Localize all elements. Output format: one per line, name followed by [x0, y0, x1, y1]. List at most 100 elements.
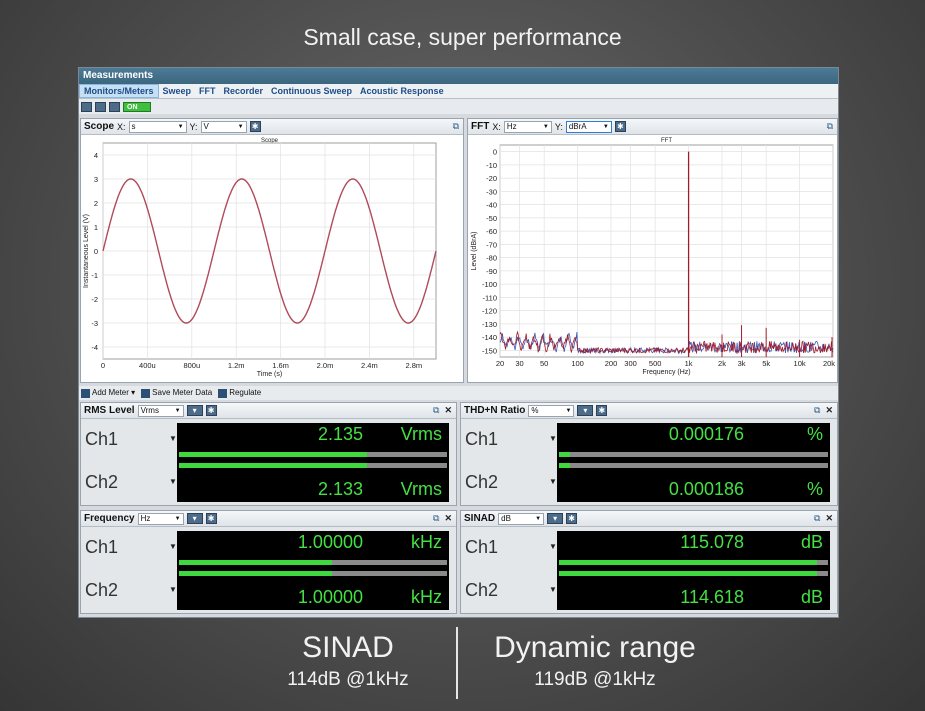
fft-chart: FFT 0 -10 -20 -30 -40 -50 -60 -70 -80 -90 -100 -110 -…: [471, 138, 835, 376]
tab-fft[interactable]: FFT: [199, 86, 216, 96]
meter-row-ch2: Ch2 ▼: [461, 570, 837, 612]
close-icon[interactable]: ✕: [444, 513, 452, 523]
chevron-down-icon[interactable]: ▼: [549, 434, 557, 443]
popout-icon[interactable]: ⧉: [826, 121, 833, 131]
ch2-value: 0.000186: [668, 479, 744, 499]
chevron-down-icon: ▼: [174, 407, 181, 414]
x-tick-label: 200: [605, 359, 618, 368]
chevron-down-icon[interactable]: ▼: [169, 542, 177, 551]
ch2-unit: %: [806, 479, 823, 499]
fft-y-select[interactable]: dBrA ▼: [565, 120, 612, 133]
meter-display: [557, 531, 830, 610]
popout-icon[interactable]: ⧉: [452, 121, 459, 131]
plot-area: [499, 144, 834, 358]
channel-label: Ch1: [465, 429, 499, 449]
gear-icon[interactable]: ✱: [566, 513, 578, 524]
meter-options-icon[interactable]: ▾: [186, 513, 203, 524]
meter-header: THD+N Ratio % ▼ ▾ ✱ ⧉ ✕: [461, 403, 837, 419]
fft-x-select[interactable]: Hz ▼: [503, 120, 552, 133]
gear-icon[interactable]: ✱: [205, 405, 217, 416]
generator-on-toggle[interactable]: ON: [123, 101, 151, 112]
plus-icon: [81, 388, 90, 398]
chevron-down-icon[interactable]: ▼: [169, 434, 177, 443]
graph-view-icon[interactable]: [109, 101, 120, 112]
meter-options-icon[interactable]: ▾: [547, 513, 564, 524]
gear-icon[interactable]: ✱: [205, 513, 217, 524]
meter-unit-select[interactable]: % ▼: [528, 404, 575, 417]
meter-unit-select[interactable]: dB ▼: [498, 512, 545, 525]
ch1-value: 2.135: [317, 424, 363, 444]
tab-recorder[interactable]: Recorder: [223, 86, 264, 96]
y-tick-label: -1: [91, 271, 98, 280]
ch2-level-bar: [559, 463, 828, 468]
tab-continuous-sweep[interactable]: Continuous Sweep: [271, 86, 353, 96]
x-axis-label: Time (s): [257, 371, 282, 378]
channel-label: Ch2: [465, 580, 499, 600]
channel-label: Ch2: [465, 472, 499, 492]
scope-y-select[interactable]: V ▼: [200, 120, 247, 133]
x-tick-label: 10k: [794, 359, 806, 368]
chevron-down-icon[interactable]: ▼: [549, 477, 557, 486]
meter-view-icon[interactable]: [95, 101, 106, 112]
ch2-unit: dB: [800, 587, 823, 607]
meter-unit-select[interactable]: Vrms ▼: [137, 404, 184, 417]
ch1-level-bar: [179, 452, 447, 457]
popout-icon[interactable]: ⧉: [814, 405, 821, 415]
popout-icon[interactable]: ⧉: [814, 513, 821, 523]
rms-level-meter: RMS Level Vrms ▼ ▾ ✱ ⧉ ✕ Ch1 ▼ Ch2 ▼ 2.135…: [80, 402, 457, 506]
meter-options-icon[interactable]: ▾: [186, 405, 203, 416]
meter-display: [177, 531, 449, 610]
chevron-down-icon[interactable]: ▼: [169, 477, 177, 486]
meter-row-ch2: Ch2 ▼: [81, 570, 456, 612]
add-meter-button[interactable]: Add Meter ▾: [81, 388, 135, 398]
ch2-level-bar: [559, 571, 828, 576]
layout-icon[interactable]: [81, 101, 92, 112]
x-tick-label: 800u: [183, 361, 200, 370]
x-tick-label: 50: [540, 359, 548, 368]
scope-x-label: X:: [117, 121, 126, 132]
popout-icon[interactable]: ⧉: [433, 513, 440, 523]
save-icon: [141, 388, 151, 398]
y-tick-label: 2: [94, 199, 98, 208]
scope-x-select[interactable]: s ▼: [128, 120, 187, 133]
gear-icon[interactable]: ✱: [614, 121, 626, 132]
meter-row-ch1: Ch1 ▼: [461, 527, 837, 569]
tab-sweep[interactable]: Sweep: [162, 86, 192, 96]
channel-label: Ch1: [85, 429, 119, 449]
channel-label: Ch1: [465, 537, 499, 557]
chevron-down-icon[interactable]: ▼: [549, 542, 557, 551]
y-tick-label: -40: [486, 201, 497, 210]
x-tick-label: 3k: [738, 359, 746, 368]
x-tick-label: 2.4m: [361, 361, 378, 370]
tab-monitors-meters[interactable]: Monitors/Meters: [79, 84, 159, 98]
chevron-down-icon: ▼: [602, 123, 609, 130]
fft-chart-title: FFT: [661, 138, 672, 144]
gear-icon[interactable]: ✱: [596, 405, 608, 416]
popout-icon[interactable]: ⧉: [433, 405, 440, 415]
chevron-down-icon[interactable]: ▼: [169, 585, 177, 594]
ch2-level-bar: [179, 463, 447, 468]
regulate-button[interactable]: Regulate: [218, 388, 261, 398]
tab-acoustic-response[interactable]: Acoustic Response: [360, 86, 444, 96]
x-tick-label: 20: [496, 359, 504, 368]
play-icon: [218, 388, 228, 398]
toolbar: ON: [79, 99, 838, 114]
close-icon[interactable]: ✕: [444, 405, 452, 415]
chevron-down-icon[interactable]: ▼: [549, 585, 557, 594]
save-meter-data-button[interactable]: Save Meter Data: [141, 388, 212, 398]
y-tick-label: 0: [493, 148, 497, 157]
y-tick-label: -100: [482, 280, 497, 289]
close-icon[interactable]: ✕: [825, 513, 833, 523]
y-tick-label: -60: [486, 227, 497, 236]
meter-options-icon[interactable]: ▾: [577, 405, 594, 416]
gear-icon[interactable]: ✱: [249, 121, 261, 132]
meter-unit-select[interactable]: Hz ▼: [137, 512, 184, 525]
y-tick-label: -30: [486, 187, 497, 196]
meter-display: [177, 423, 449, 502]
scope-y-label: Y:: [189, 121, 198, 132]
close-icon[interactable]: ✕: [825, 405, 833, 415]
fft-noise-trace: [499, 330, 834, 355]
headline: Small case, super performance: [303, 24, 622, 50]
y-tick-label: -80: [486, 254, 497, 263]
